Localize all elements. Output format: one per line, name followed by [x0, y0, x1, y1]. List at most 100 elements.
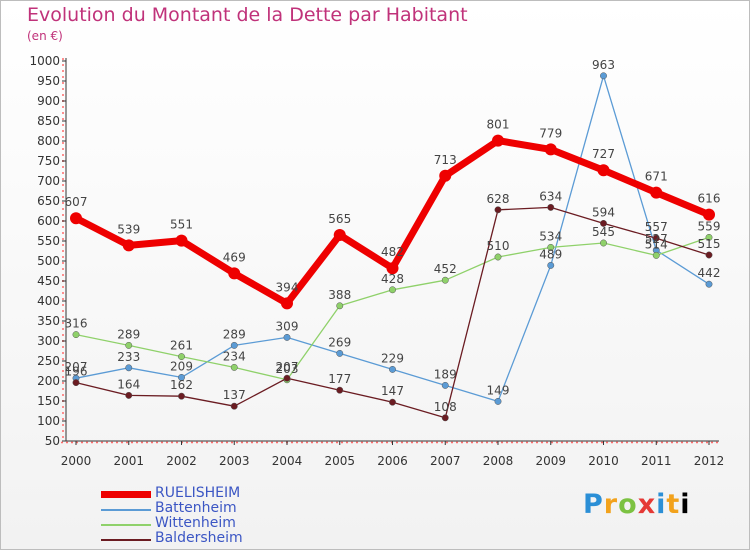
data-point — [547, 203, 555, 211]
data-point — [230, 363, 238, 371]
y-tick-label: 700 — [37, 174, 60, 188]
legend-swatch — [101, 539, 151, 541]
legend-label: RUELISHEIM — [155, 485, 241, 501]
data-point — [650, 186, 663, 199]
data-label: 565 — [328, 212, 351, 226]
logo-letter: o — [618, 489, 638, 520]
data-label: 229 — [381, 351, 404, 365]
data-point — [600, 72, 607, 80]
logo-letter: P — [583, 489, 604, 520]
data-point — [230, 402, 238, 410]
y-tick-label: 50 — [45, 434, 60, 448]
data-label: 164 — [117, 377, 140, 391]
data-label: 489 — [539, 247, 562, 261]
data-point — [492, 134, 504, 147]
data-point — [389, 365, 396, 373]
y-tick-label: 100 — [37, 414, 60, 428]
y-tick-label: 150 — [37, 394, 60, 408]
data-point — [705, 251, 713, 259]
data-label: 209 — [170, 359, 193, 373]
data-label: 108 — [434, 400, 457, 414]
data-label: 189 — [434, 367, 457, 381]
data-label: 727 — [592, 147, 615, 161]
data-point — [652, 251, 660, 259]
data-point — [547, 243, 555, 251]
logo-letter: t — [666, 489, 681, 520]
y-tick-label: 950 — [37, 74, 60, 88]
data-label: 514 — [645, 237, 668, 251]
data-point — [386, 262, 399, 275]
logo-letter: i — [680, 489, 691, 520]
y-tick-label: 200 — [37, 374, 60, 388]
logo-letter: x — [637, 489, 657, 520]
y-tick-label: 750 — [37, 154, 60, 168]
data-label: 628 — [487, 192, 510, 206]
data-point — [439, 169, 452, 182]
data-label: 527 — [645, 232, 668, 246]
data-label: 234 — [223, 349, 246, 363]
data-point — [705, 280, 713, 288]
data-point — [494, 253, 502, 261]
x-tick-label: 2003 — [219, 454, 250, 468]
legend-label: Wittenheim — [155, 515, 236, 531]
data-label: 309 — [276, 319, 299, 333]
data-label: 551 — [170, 218, 193, 232]
data-point — [389, 286, 396, 294]
data-point — [70, 212, 82, 225]
data-label: 177 — [328, 372, 351, 386]
y-tick-label: 400 — [37, 294, 60, 308]
data-label: 545 — [592, 225, 615, 239]
data-label: 233 — [117, 350, 140, 364]
y-tick-label: 600 — [37, 214, 60, 228]
data-label: 801 — [487, 118, 510, 132]
data-label: 594 — [592, 205, 615, 219]
data-point — [336, 302, 344, 310]
x-tick-label: 2001 — [113, 454, 144, 468]
chart-title: Evolution du Montant de la Dette par Hab… — [27, 4, 468, 26]
data-label: 289 — [223, 327, 246, 341]
x-tick-label: 2012 — [694, 454, 725, 468]
data-point — [547, 261, 555, 269]
data-label: 261 — [170, 339, 193, 353]
data-point — [336, 386, 344, 394]
data-point — [336, 349, 344, 357]
data-point — [389, 398, 396, 406]
y-tick-label: 900 — [37, 94, 60, 108]
data-label: 779 — [539, 126, 562, 140]
data-point — [178, 392, 185, 400]
data-point — [178, 353, 185, 361]
data-point — [72, 331, 80, 339]
data-point — [283, 374, 291, 382]
x-tick-label: 2007 — [430, 454, 461, 468]
proxiti-logo: Proxiti — [583, 489, 691, 520]
data-label: 316 — [65, 317, 88, 331]
data-label: 394 — [276, 280, 299, 294]
data-point — [494, 206, 502, 214]
data-label: 482 — [381, 245, 404, 259]
data-point — [600, 239, 607, 247]
data-point — [230, 341, 238, 349]
data-point — [441, 414, 449, 422]
data-label: 510 — [487, 239, 510, 253]
y-tick-label: 1000 — [29, 54, 60, 68]
x-tick-label: 2004 — [272, 454, 303, 468]
data-label: 469 — [223, 250, 246, 264]
data-label: 452 — [434, 262, 457, 276]
data-label: 137 — [223, 388, 246, 402]
x-tick-label: 2010 — [588, 454, 619, 468]
data-point — [705, 233, 713, 241]
data-point — [228, 267, 241, 280]
data-label: 162 — [170, 378, 193, 392]
data-label: 149 — [487, 383, 510, 397]
data-point — [283, 333, 291, 341]
x-tick-label: 2006 — [377, 454, 408, 468]
y-tick-label: 250 — [37, 354, 60, 368]
legend-swatch — [101, 524, 151, 526]
data-label: 534 — [539, 229, 562, 243]
data-label: 207 — [65, 360, 88, 374]
x-tick-label: 2009 — [535, 454, 566, 468]
x-tick-label: 2000 — [61, 454, 92, 468]
data-point — [703, 208, 715, 221]
y-tick-label: 850 — [37, 114, 60, 128]
